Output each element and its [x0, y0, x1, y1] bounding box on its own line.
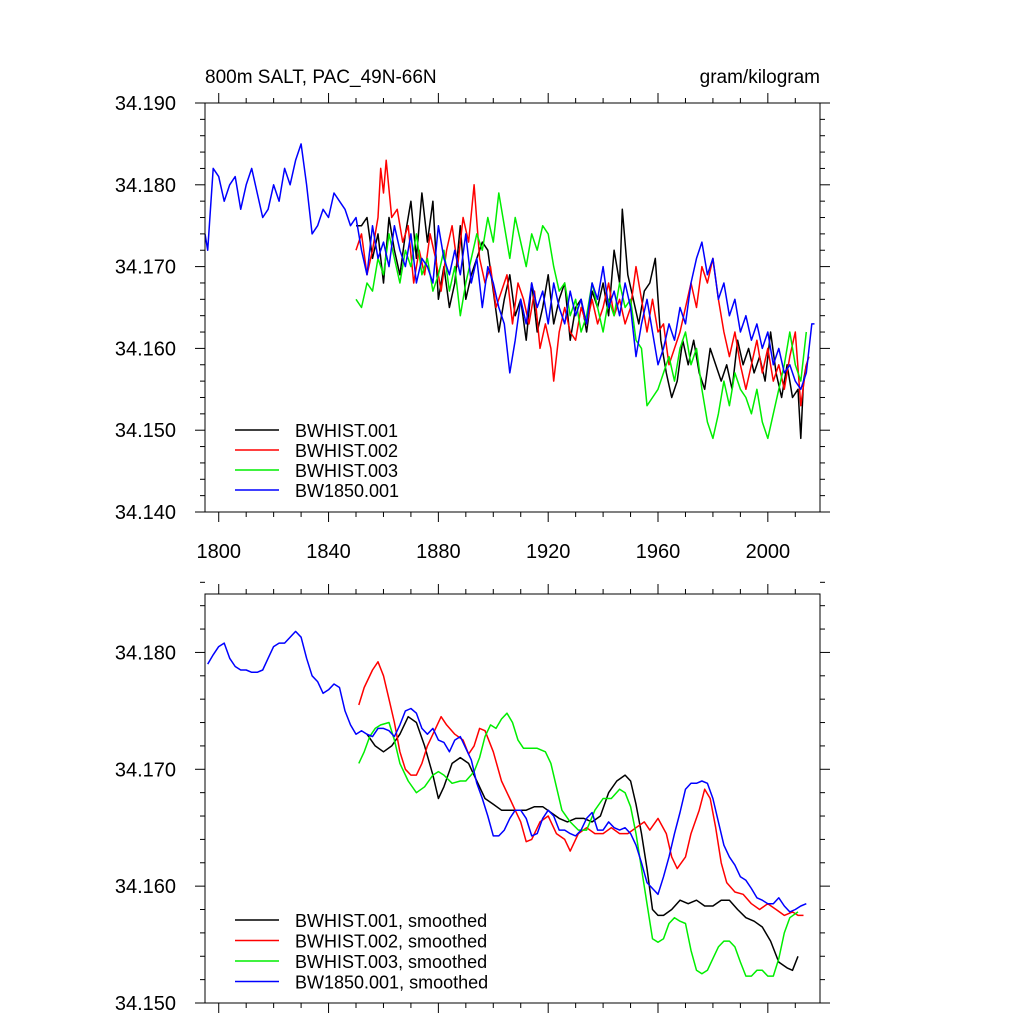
panel-2-series-line-4 [207, 630, 807, 913]
panel-1-legend-label-1: BWHIST.001 [295, 421, 398, 441]
panel-1-title-right: gram/kilogram [700, 67, 820, 88]
panel-1-x-tick-label-2000: 2000 [746, 541, 791, 563]
panel-2-legend-label-4: BW1850.001, smoothed [295, 973, 488, 993]
panel-2-legend-label-3: BWHIST.003, smoothed [295, 952, 487, 972]
panel-2-y-tick-label-3: 34.180 [115, 642, 176, 664]
panel-1-x-tick-label-1960: 1960 [636, 541, 681, 563]
panel-2-legend-label-1: BWHIST.001, smoothed [295, 911, 487, 931]
panel-2-series-line-1 [366, 715, 799, 972]
panel-1-y-tick-label-5: 34.190 [115, 93, 176, 115]
panel-1-y-tick-label-1: 34.150 [115, 420, 176, 442]
panel-1-y-tick-label-3: 34.170 [115, 257, 176, 279]
panel-1-legend-label-3: BWHIST.003 [295, 461, 398, 481]
panel-1-x-tick-label-1920: 1920 [526, 541, 571, 563]
panel-1-y-tick-label-4: 34.180 [115, 175, 176, 197]
panel-2-y-tick-label-2: 34.170 [115, 759, 176, 781]
panel-2-series-line-2 [358, 661, 804, 917]
panel-1-legend-label-2: BWHIST.002 [295, 441, 398, 461]
panel-1-series-line-3 [355, 192, 808, 440]
panel-1-series-line-2 [355, 159, 810, 407]
panel-1-x-tick-label-1880: 1880 [416, 541, 461, 563]
panel-1-series-line-4 [204, 143, 815, 391]
panel-2-y-tick-label-1: 34.160 [115, 876, 176, 898]
panel-2-y-tick-label-0: 34.150 [115, 993, 176, 1015]
panel-2-series-line-3 [358, 712, 799, 977]
panel-1-title-left: 800m SALT, PAC_49N-66N [205, 67, 437, 88]
panel-1-y-tick-label-2: 34.160 [115, 338, 176, 360]
panel-1-legend-label-4: BW1850.001 [295, 481, 399, 501]
panel-1-frame [204, 102, 821, 513]
panel-2-frame [204, 593, 821, 1004]
panel-1-series-line-1 [356, 192, 808, 440]
panel-2-legend-label-2: BWHIST.002, smoothed [295, 932, 487, 952]
panel-1-x-tick-label-1800: 1800 [196, 541, 241, 563]
panel-1-y-tick-label-0: 34.140 [115, 502, 176, 524]
panel-1-x-tick-label-1840: 1840 [306, 541, 351, 563]
